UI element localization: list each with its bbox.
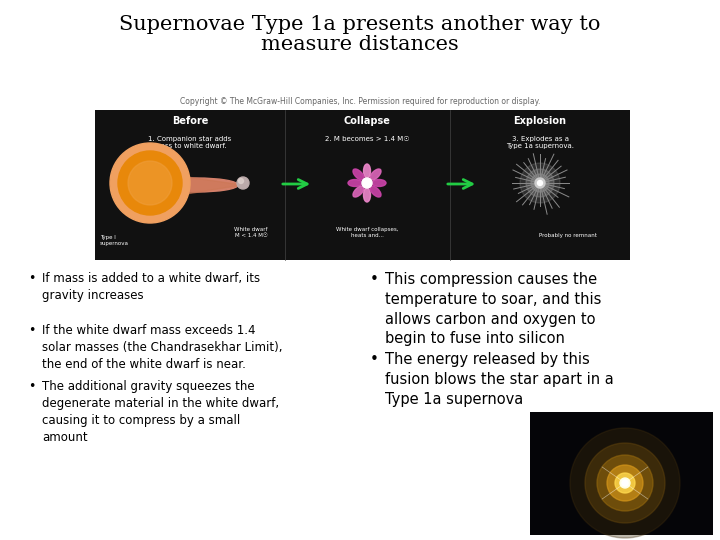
Text: Supernovae Type 1a presents another way to: Supernovae Type 1a presents another way … [120, 16, 600, 35]
Circle shape [622, 480, 628, 486]
Circle shape [570, 428, 680, 538]
Text: •: • [28, 272, 35, 285]
Circle shape [520, 163, 560, 203]
Circle shape [118, 151, 182, 215]
Text: Explosion: Explosion [513, 116, 567, 126]
Text: •: • [28, 380, 35, 393]
Circle shape [526, 169, 554, 197]
Text: •: • [370, 352, 379, 367]
Ellipse shape [370, 186, 381, 197]
Text: •: • [370, 272, 379, 287]
Circle shape [585, 443, 665, 523]
Ellipse shape [364, 164, 371, 178]
Text: •: • [28, 324, 35, 337]
Text: The additional gravity squeezes the
degenerate material in the white dwarf,
caus: The additional gravity squeezes the dege… [42, 380, 279, 444]
Text: 2. M becomes > 1.4 M☉: 2. M becomes > 1.4 M☉ [325, 136, 409, 142]
Ellipse shape [364, 188, 371, 202]
Circle shape [362, 178, 372, 188]
Ellipse shape [353, 169, 364, 180]
Text: This compression causes the
temperature to soar, and this
allows carbon and oxyg: This compression causes the temperature … [385, 272, 601, 346]
Circle shape [128, 161, 172, 205]
Circle shape [531, 174, 549, 192]
Ellipse shape [348, 179, 362, 186]
Ellipse shape [155, 178, 238, 192]
Text: Copyright © The McGraw-Hill Companies, Inc. Permission required for reproduction: Copyright © The McGraw-Hill Companies, I… [180, 98, 540, 106]
Text: If the white dwarf mass exceeds 1.4
solar masses (the Chandrasekhar Limit),
the : If the white dwarf mass exceeds 1.4 sola… [42, 324, 282, 371]
Text: The energy released by this
fusion blows the star apart in a
Type 1a supernova: The energy released by this fusion blows… [385, 352, 613, 407]
Text: Collapse: Collapse [343, 116, 390, 126]
Bar [95, 110, 630, 260]
Text: White dwarf
M < 1.4 M☉: White dwarf M < 1.4 M☉ [234, 227, 268, 238]
Text: If mass is added to a white dwarf, its
gravity increases: If mass is added to a white dwarf, its g… [42, 272, 260, 302]
Circle shape [238, 179, 243, 184]
Text: 3. Explodes as a
Type 1a supernova.: 3. Explodes as a Type 1a supernova. [506, 136, 574, 149]
Circle shape [110, 143, 190, 223]
Ellipse shape [370, 169, 381, 180]
Circle shape [237, 177, 249, 189]
Text: 1. Companion star adds
mass to white dwarf.: 1. Companion star adds mass to white dwa… [148, 136, 232, 149]
Text: Probably no remnant: Probably no remnant [539, 233, 597, 238]
Text: Before: Before [172, 116, 208, 126]
Text: Type I
supernova: Type I supernova [100, 235, 129, 246]
Circle shape [615, 473, 635, 493]
Circle shape [620, 478, 630, 488]
Circle shape [538, 180, 542, 186]
Text: measure distances: measure distances [261, 36, 459, 55]
Ellipse shape [372, 179, 386, 186]
Circle shape [535, 178, 545, 188]
Circle shape [597, 455, 653, 511]
Ellipse shape [353, 186, 364, 197]
Circle shape [607, 465, 643, 501]
Text: White dwarf collapses,
heats and...: White dwarf collapses, heats and... [336, 227, 398, 238]
Polygon shape [180, 176, 243, 195]
Bar [530, 412, 713, 535]
